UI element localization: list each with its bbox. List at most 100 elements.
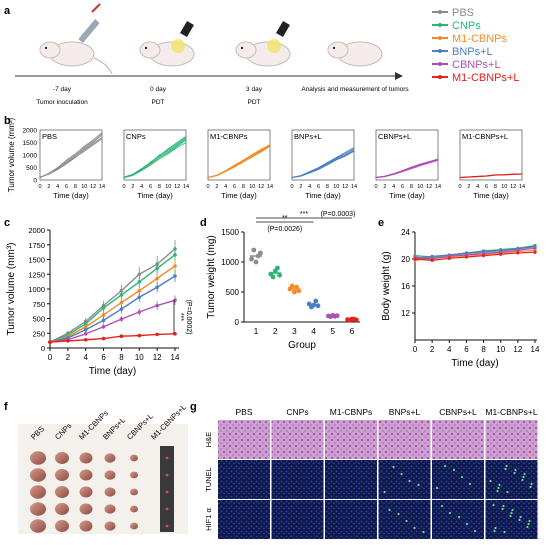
b-xtick: 0	[38, 184, 41, 190]
c-xtick-label: 6	[101, 353, 106, 362]
b-xtick: 4	[56, 184, 59, 190]
c-point	[101, 306, 106, 310]
histology-image	[432, 420, 484, 459]
e-xtick-label: 6	[464, 345, 469, 354]
e-point	[413, 257, 417, 261]
tumor-sample	[30, 485, 46, 499]
d-ytick-label: 1500	[221, 228, 239, 237]
e-ytick-label: 20	[401, 255, 410, 264]
fluorescence-spot	[528, 519, 531, 523]
fluorescence-spot	[518, 518, 521, 522]
panel-label-c: c	[4, 217, 10, 229]
b-xtick: 2	[299, 184, 302, 190]
e-point	[516, 251, 520, 255]
b-xtick: 6	[233, 184, 236, 190]
e-xtick-label: 4	[447, 345, 452, 354]
b-xtick: 6	[149, 184, 152, 190]
legend-marker-3	[438, 49, 442, 53]
c-ytick-label: 250	[32, 329, 45, 338]
fluorescence-spot	[514, 468, 517, 472]
b-xlabel-4: Time (day)	[389, 191, 425, 200]
b-xtick: 0	[458, 184, 461, 190]
d-point	[292, 289, 297, 295]
laser-icon	[180, 20, 194, 38]
tumor-sample	[104, 470, 116, 480]
b-xlabel-1: Time (day)	[137, 191, 173, 200]
c-ytick-label: 1750	[28, 241, 45, 250]
fluorescence-spot	[504, 467, 507, 471]
b-xtick: 12	[90, 184, 96, 190]
e-xtick-label: 10	[496, 345, 505, 354]
b-line-3-3	[291, 147, 355, 178]
c-ytick-label: 1000	[28, 285, 45, 294]
b-xtick: 0	[122, 184, 125, 190]
e-xtick-label: 2	[430, 345, 435, 354]
e-point	[481, 254, 486, 258]
mouse-illustration-2	[139, 20, 195, 67]
b-xtick: 10	[333, 184, 339, 190]
legend-marker-0	[438, 10, 442, 14]
c-point	[101, 318, 106, 323]
b-line-1-4	[123, 135, 187, 178]
fluorescence-spot	[522, 475, 525, 479]
fluorescence-spot	[526, 525, 529, 529]
ruler-image	[160, 446, 174, 532]
panel-label-e: e	[378, 217, 384, 229]
b-xtick: 14	[267, 184, 273, 190]
histology-image	[432, 500, 484, 539]
c-xlabel: Time (day)	[89, 366, 136, 377]
b-ytick: 0	[33, 178, 37, 185]
b-xtick: 14	[351, 184, 357, 190]
c-point	[137, 310, 142, 314]
c-point	[83, 324, 88, 329]
timeline-day-3: 3 day	[246, 86, 263, 93]
event-1: Tumor inoculation	[36, 99, 88, 106]
c-sig-pvalue: (P=0.0002)	[185, 300, 192, 335]
d-xtick-label: 5	[330, 326, 335, 336]
tumor-photo-background	[18, 424, 188, 534]
d-ytick-label: 1000	[221, 258, 239, 267]
b-subplot-title-0: PBS	[42, 132, 57, 141]
b-xtick: 14	[99, 184, 105, 190]
d-xtick-label: 2	[273, 326, 278, 336]
d-point	[249, 256, 255, 262]
c-point	[119, 307, 124, 311]
tumor-sample	[79, 520, 93, 532]
c-ytick-label: 0	[41, 344, 45, 353]
fluorescence-spot	[521, 478, 524, 482]
fluorescence-spot	[527, 522, 530, 526]
b-subplot-title-1: CNPs	[126, 132, 146, 141]
e-xlabel: Time (day)	[451, 358, 498, 369]
b-ylabel: Tumor volume (mm³)	[7, 117, 16, 192]
g-row-label-2: HIF1 α	[204, 508, 213, 531]
tumor-sample	[30, 502, 46, 516]
legend-label-0: PBS	[452, 7, 474, 19]
fluorescence-spot	[505, 464, 508, 468]
b-subplot-frame-1	[123, 129, 187, 181]
panel-c: c 0 250 500 750 1000 1250 1500 1750 2000 0 2 4 6 8 10 1…	[4, 217, 192, 377]
b-line-5-4	[459, 173, 523, 178]
tumor-sample	[104, 487, 116, 497]
timeline-day-1: -7 day	[53, 86, 72, 93]
fluorescence-spot	[422, 530, 425, 534]
tumor-sample-small	[165, 507, 169, 511]
c-point	[173, 252, 177, 257]
b-ytick: 1000	[23, 153, 38, 160]
legend-label-1: CNPs	[452, 20, 481, 32]
tumor-sample	[130, 471, 138, 479]
c-point	[101, 324, 106, 329]
histology-image	[218, 420, 270, 459]
c-point	[155, 276, 159, 281]
fluorescence-spot	[510, 511, 513, 515]
e-point	[533, 250, 537, 254]
fluorescence-spot	[460, 475, 464, 479]
tumor-sample	[79, 469, 93, 481]
fluorescence-spot	[417, 483, 420, 487]
tumor-sample	[130, 505, 138, 513]
c-point	[119, 293, 124, 297]
b-xtick: 10	[417, 184, 423, 190]
c-point	[173, 264, 177, 268]
c-series-line-5	[49, 333, 176, 343]
b-xtick: 6	[317, 184, 320, 190]
